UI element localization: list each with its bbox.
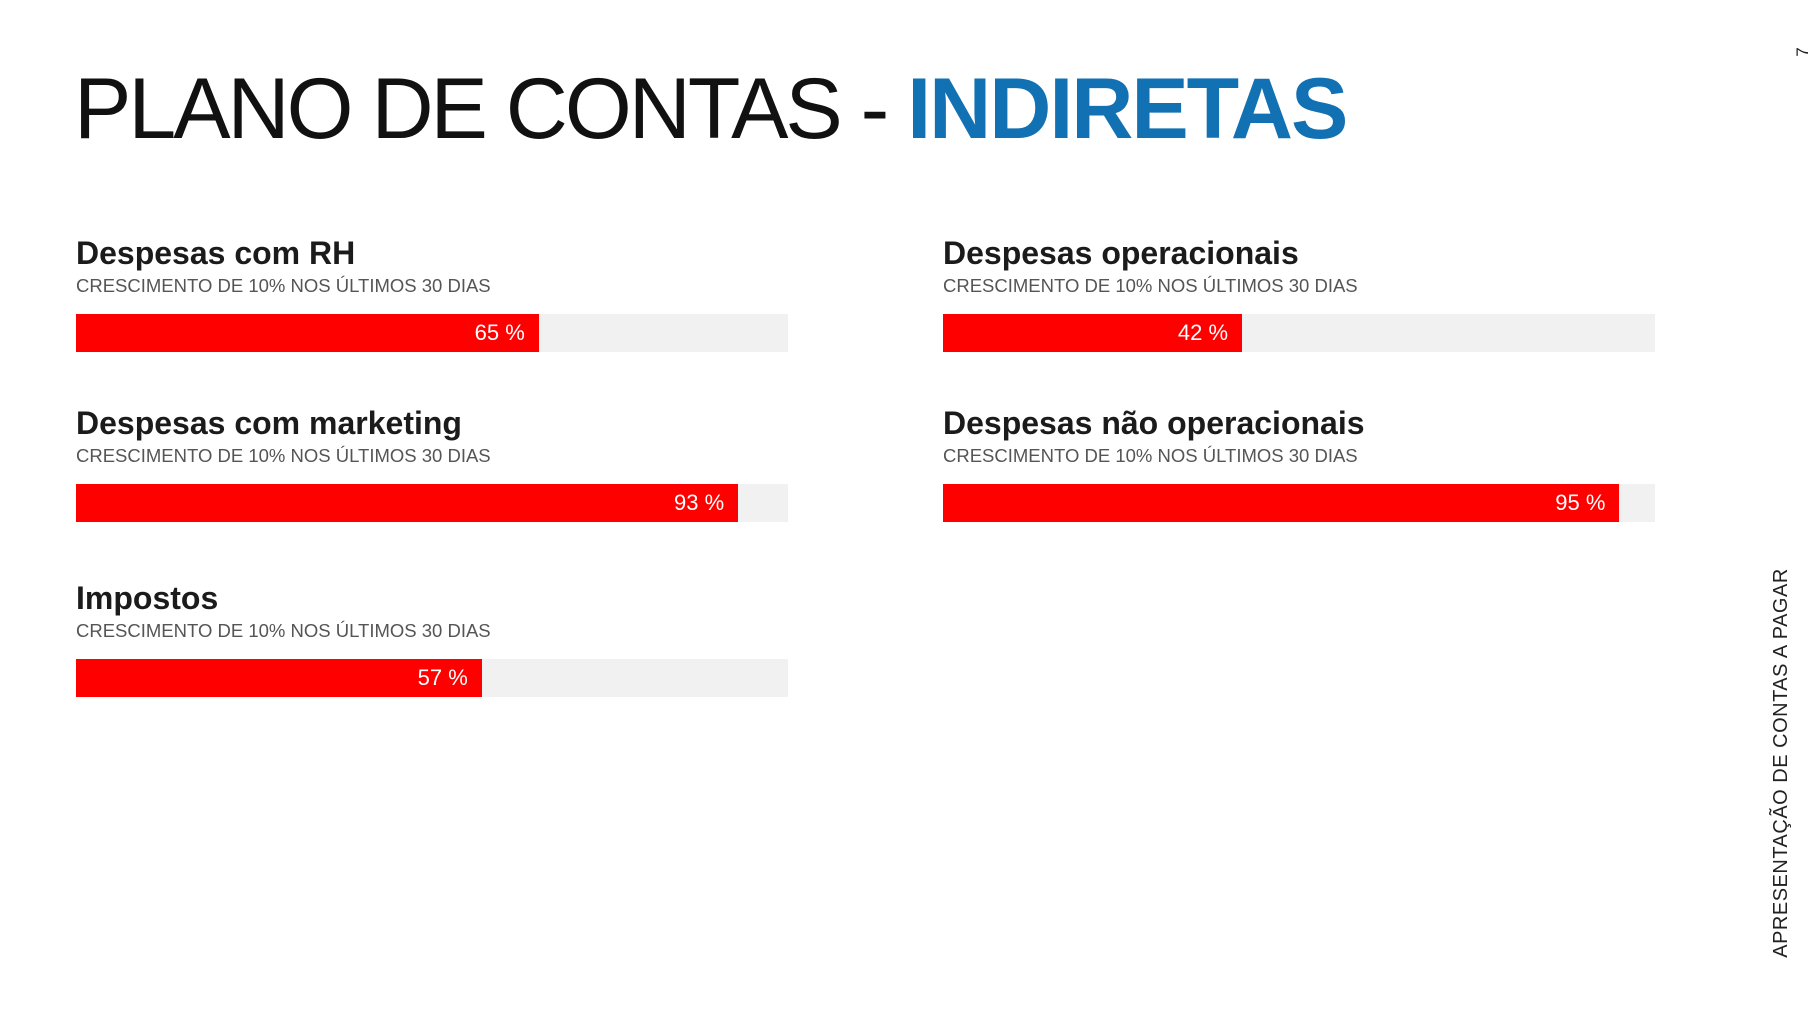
progress-track: 57 % [76,659,788,697]
progress-track: 42 % [943,314,1655,352]
metric-title: Despesas com RH [76,235,356,271]
metric-subtitle: CRESCIMENTO DE 10% NOS ÚLTIMOS 30 DIAS [943,445,1358,466]
metric-subtitle: CRESCIMENTO DE 10% NOS ÚLTIMOS 30 DIAS [76,445,491,466]
progress-fill: 93 % [76,484,739,522]
progress-fill: 65 % [76,314,539,352]
progress-fill: 42 % [943,314,1243,352]
page-number: 7 [1793,47,1812,57]
metric-title: Impostos [76,580,219,616]
metric-subtitle: CRESCIMENTO DE 10% NOS ÚLTIMOS 30 DIAS [76,275,491,296]
metric-title: Despesas com marketing [76,405,462,441]
metric-operational: Despesas operacionais CRESCIMENTO DE 10%… [943,234,1655,352]
progress-fill: 95 % [943,484,1620,522]
page-title-prefix: PLANO DE CONTAS - [74,61,908,157]
progress-value: 65 % [474,320,525,345]
metric-marketing: Despesas com marketing CRESCIMENTO DE 10… [76,404,788,522]
metric-taxes: Impostos CRESCIMENTO DE 10% NOS ÚLTIMOS … [76,579,788,697]
progress-value: 93 % [674,490,725,515]
progress-value: 42 % [1177,320,1229,345]
page-title: PLANO DE CONTAS - INDIRETAS [74,61,1348,157]
side-caption: APRESENTAÇÃO DE CONTAS A PAGAR [1770,568,1792,958]
metric-title: Despesas operacionais [943,235,1299,271]
progress-track: 95 % [943,484,1655,522]
progress-track: 65 % [76,314,788,352]
progress-fill: 57 % [76,659,482,697]
metric-subtitle: CRESCIMENTO DE 10% NOS ÚLTIMOS 30 DIAS [76,620,491,641]
metric-subtitle: CRESCIMENTO DE 10% NOS ÚLTIMOS 30 DIAS [943,275,1358,296]
progress-track: 93 % [76,484,788,522]
metric-non-operational: Despesas não operacionais CRESCIMENTO DE… [943,404,1655,522]
page-title-accent: INDIRETAS [907,61,1348,157]
progress-value: 95 % [1555,490,1606,515]
metric-hr: Despesas com RH CRESCIMENTO DE 10% NOS Ú… [76,234,788,352]
metric-title: Despesas não operacionais [943,405,1365,441]
progress-value: 57 % [417,665,468,690]
